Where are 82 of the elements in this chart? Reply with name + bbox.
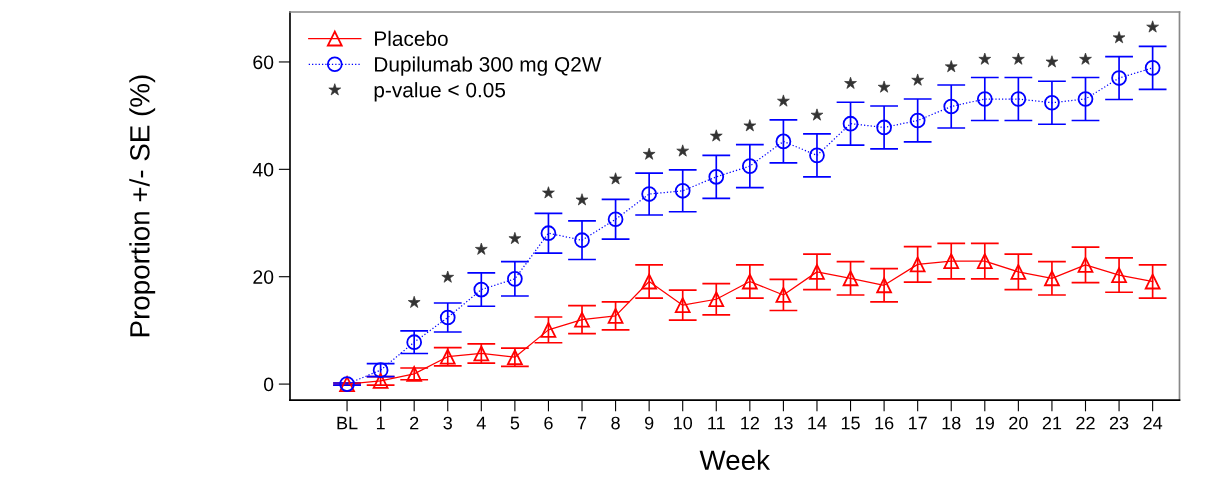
y-axis-title: Proportion +/- SE (%) xyxy=(129,75,156,337)
point xyxy=(641,273,657,290)
point xyxy=(976,253,993,269)
point xyxy=(540,322,557,338)
point xyxy=(1077,257,1094,273)
x-tick-label: 23 xyxy=(1109,416,1129,430)
x-tick-label: 16 xyxy=(875,416,894,430)
point xyxy=(943,98,960,115)
point xyxy=(909,112,926,129)
y-tick-label: 0 xyxy=(263,377,274,392)
point xyxy=(842,270,859,287)
x-tick-label: 9 xyxy=(644,416,654,430)
point xyxy=(439,309,456,326)
point xyxy=(1044,94,1060,111)
x-tick-label: 10 xyxy=(674,416,693,430)
y-tick-label: 40 xyxy=(252,162,274,177)
point xyxy=(473,281,490,298)
x-tick-label: 14 xyxy=(808,416,827,430)
point xyxy=(741,273,758,290)
x-tick-label: 18 xyxy=(942,416,961,430)
y-tick-label: 20 xyxy=(253,270,274,284)
point xyxy=(607,211,624,228)
point xyxy=(574,311,590,328)
x-tick-label: 5 xyxy=(510,416,520,430)
point xyxy=(976,91,993,107)
x-tick-label: 7 xyxy=(577,416,587,430)
point xyxy=(943,253,960,269)
point xyxy=(507,271,523,287)
x-tick-label: 8 xyxy=(611,416,620,430)
point xyxy=(1144,273,1161,290)
point xyxy=(473,345,490,362)
x-tick-label: 20 xyxy=(1009,416,1028,430)
point xyxy=(809,147,825,164)
x-tick-label: 6 xyxy=(544,416,553,430)
point xyxy=(641,186,657,202)
x-tick-label: 21 xyxy=(1042,416,1062,430)
point xyxy=(1077,91,1094,107)
x-axis-title: Week xyxy=(699,449,771,471)
point xyxy=(1111,70,1127,86)
x-tick-label: 4 xyxy=(476,416,486,430)
point xyxy=(1010,91,1027,107)
point xyxy=(708,168,725,185)
x-tick-label: 22 xyxy=(1076,416,1095,430)
point xyxy=(674,297,691,314)
point xyxy=(674,182,691,199)
point xyxy=(607,308,624,324)
point xyxy=(507,349,523,366)
point xyxy=(1144,60,1161,76)
point xyxy=(1010,264,1027,280)
point xyxy=(1111,267,1127,283)
point xyxy=(540,225,557,242)
x-tick-label: BL xyxy=(337,416,358,430)
x-tick-label: 15 xyxy=(841,416,860,430)
point xyxy=(842,115,859,132)
x-tick-label: 11 xyxy=(708,416,725,430)
legend-label: p-value < 0.05 xyxy=(374,82,506,102)
point xyxy=(909,256,926,273)
point xyxy=(876,119,892,136)
point xyxy=(741,158,758,174)
point xyxy=(372,373,389,389)
x-tick-label: 19 xyxy=(976,416,994,430)
point xyxy=(372,362,389,378)
x-tick-label: 24 xyxy=(1143,416,1163,430)
legend-label: Dupilumab 300 mg Q2W xyxy=(375,56,602,76)
x-tick-label: 13 xyxy=(774,416,793,430)
legend-label: Placebo xyxy=(375,30,448,47)
point xyxy=(775,287,792,303)
point xyxy=(1044,270,1060,287)
point xyxy=(406,366,423,382)
x-tick-label: 3 xyxy=(443,416,452,430)
point xyxy=(406,334,423,351)
point xyxy=(439,348,456,365)
x-tick-label: 1 xyxy=(376,416,385,430)
point xyxy=(574,232,590,249)
x-tick-label: 2 xyxy=(410,416,419,430)
y-tick-label: 60 xyxy=(253,55,274,70)
point xyxy=(708,291,725,308)
point xyxy=(775,133,792,150)
point xyxy=(809,264,825,280)
x-tick-label: 17 xyxy=(909,416,927,430)
point xyxy=(876,277,892,294)
x-tick-label: 12 xyxy=(741,416,759,430)
